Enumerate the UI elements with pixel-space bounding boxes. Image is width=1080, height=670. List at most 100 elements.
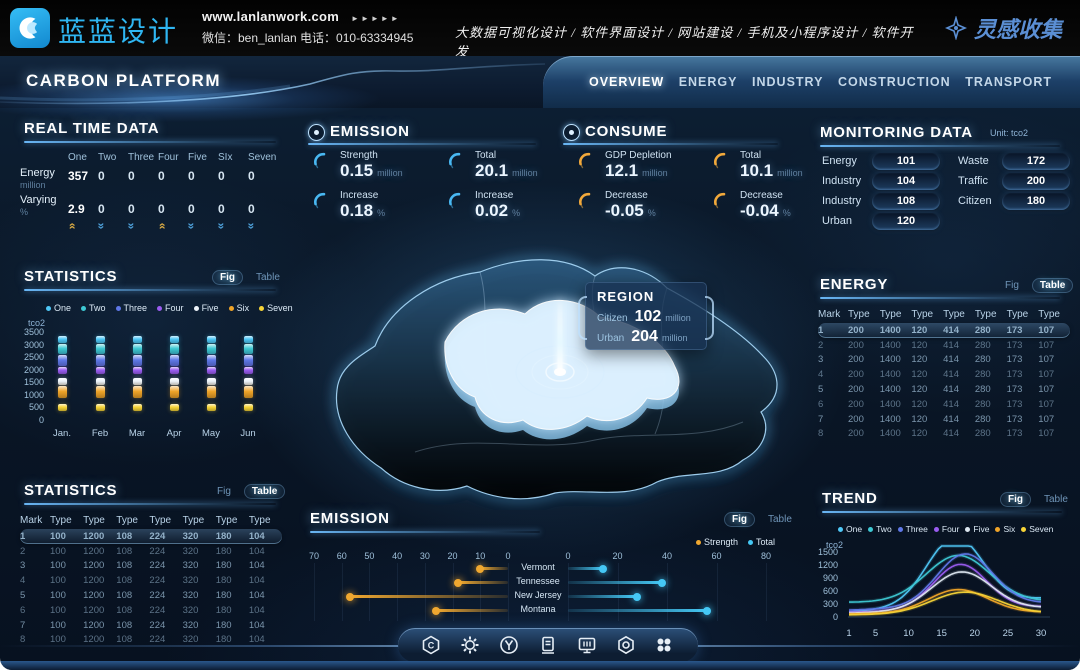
table-cell: 200: [848, 369, 864, 381]
month-column-Jun[interactable]: [244, 332, 253, 420]
nut-icon[interactable]: [616, 635, 636, 655]
month-column-May[interactable]: [207, 332, 216, 420]
column-header: Mark: [818, 308, 841, 320]
table-cell: 414: [943, 413, 959, 425]
table-row[interactable]: 6 100 1200 108 224 320 180 104: [20, 603, 282, 618]
tab-construction[interactable]: CONSTRUCTION: [837, 75, 951, 89]
toggle-table[interactable]: Table: [768, 514, 792, 525]
trend-line-seven: [848, 591, 1042, 616]
table-cell: 200: [848, 354, 864, 366]
toggle-fig[interactable]: Fig: [1005, 280, 1019, 291]
consume-stats-title: CONSUME: [585, 123, 668, 140]
home-badge-icon[interactable]: C: [421, 635, 441, 655]
table-cell: 173: [1006, 369, 1023, 381]
region-map[interactable]: [295, 222, 790, 510]
toggle-fig[interactable]: Fig: [1000, 492, 1031, 507]
segment-two: [133, 343, 142, 354]
table-row[interactable]: 5 200 1400 120 414 280 173 107: [818, 382, 1070, 397]
table-cell: 173: [1006, 428, 1023, 440]
trend-curves: [848, 544, 1050, 618]
column-header: Type: [1006, 308, 1029, 320]
legend-item-four: Four: [157, 303, 184, 313]
table-row[interactable]: 3 200 1400 120 414 280 173 107: [818, 353, 1070, 368]
table-cell: 200: [848, 384, 864, 396]
legend-item-seven: Seven: [259, 303, 293, 313]
y-badge-icon[interactable]: [499, 635, 519, 655]
column-header: Type: [182, 514, 205, 526]
total-bar[interactable]: [568, 564, 607, 573]
table-row[interactable]: 1 100 1200 108 224 320 180 104: [20, 529, 282, 544]
segment-three: [170, 355, 179, 366]
table-cell: 1: [818, 324, 824, 336]
trend-y-tick: 600: [822, 586, 838, 596]
table-cell: 108: [116, 560, 133, 572]
table-cell: 180: [215, 619, 232, 631]
table-cell: 414: [943, 398, 959, 410]
table-row[interactable]: 1 200 1400 120 414 280 173 107: [818, 323, 1070, 338]
crescent-logo-glyph: [19, 17, 38, 39]
website-url[interactable]: www.lanlanwork.com: [202, 9, 340, 24]
page-title: CARBON PLATFORM: [26, 71, 221, 90]
toggle-fig[interactable]: Fig: [724, 512, 755, 527]
stat-value: 20.1 million: [475, 161, 538, 180]
monitor-icon[interactable]: [577, 635, 597, 655]
table-row[interactable]: 4 100 1200 108 224 320 180 104: [20, 573, 282, 588]
table-row[interactable]: 7 200 1400 120 414 280 173 107: [818, 412, 1070, 427]
legend-item-two: Two: [81, 303, 106, 313]
month-column-Jan[interactable]: [58, 332, 67, 420]
table-row[interactable]: 5 100 1200 108 224 320 180 104: [20, 588, 282, 603]
table-cell: 280: [974, 369, 991, 381]
month-column-Feb[interactable]: [96, 332, 105, 420]
tab-transport[interactable]: TRANSPORT: [965, 75, 1052, 89]
rt-value: 0: [248, 202, 255, 216]
table-row[interactable]: 8 200 1400 120 414 280 173 107: [818, 427, 1070, 442]
x-tick-label: Jun: [240, 428, 256, 439]
tab-energy[interactable]: ENERGY: [678, 75, 738, 89]
table-row[interactable]: 3 100 1200 108 224 320 180 104: [20, 559, 282, 574]
segment-five: [96, 378, 105, 386]
gear-icon[interactable]: [460, 635, 480, 655]
table-cell: 100: [50, 575, 66, 587]
strength-bar[interactable]: [346, 592, 508, 601]
strength-bar[interactable]: [454, 578, 508, 587]
emission-chart-toggle: Fig Table: [724, 512, 799, 527]
total-bar[interactable]: [568, 578, 667, 587]
apps-grid-icon[interactable]: [654, 635, 674, 655]
table-row[interactable]: 2 200 1400 120 414 280 173 107: [818, 338, 1070, 353]
axis-gridline: [424, 563, 426, 621]
toggle-table[interactable]: Table: [256, 272, 280, 283]
segment-five: [207, 378, 216, 386]
inspiration-collect[interactable]: 灵感收集: [944, 12, 1062, 44]
table-cell: 107: [1038, 384, 1055, 396]
strength-bar[interactable]: [476, 564, 508, 573]
total-bar[interactable]: [568, 606, 711, 615]
toggle-table[interactable]: Table: [243, 484, 286, 499]
total-bar[interactable]: [568, 592, 642, 601]
table-row[interactable]: 7 100 1200 108 224 320 180 104: [20, 618, 282, 633]
column-header: Type: [879, 308, 902, 320]
table-cell: 1400: [879, 339, 901, 351]
beacon-marker[interactable]: [554, 294, 566, 376]
stat-label: Increase: [340, 190, 379, 201]
month-column-Apr[interactable]: [170, 332, 179, 420]
table-row[interactable]: 2 100 1200 108 224 320 180 104: [20, 544, 282, 559]
table-row[interactable]: 8 100 1200 108 224 320 180 104: [20, 633, 282, 648]
toggle-fig[interactable]: Fig: [212, 270, 243, 285]
strength-bar[interactable]: [431, 606, 508, 615]
toggle-table[interactable]: Table: [1031, 278, 1074, 293]
rt-row-label: Varying%: [20, 194, 57, 217]
left-axis-tick: 20: [447, 551, 458, 561]
table-cell: 104: [248, 560, 265, 572]
table-cell: 1200: [83, 530, 105, 542]
tab-industry[interactable]: INDUSTRY: [752, 75, 824, 89]
monitoring-label-citizen: Citizen: [958, 195, 992, 207]
charging-station-icon[interactable]: [538, 635, 558, 655]
toggle-fig[interactable]: Fig: [217, 486, 231, 497]
lanlan-logo-icon[interactable]: [10, 8, 50, 48]
table-row[interactable]: 6 200 1400 120 414 280 173 107: [818, 397, 1070, 412]
tab-overview[interactable]: OVERVIEW: [589, 75, 665, 89]
table-row[interactable]: 4 200 1400 120 414 280 173 107: [818, 367, 1070, 382]
month-column-Mar[interactable]: [133, 332, 142, 420]
toggle-table[interactable]: Table: [1044, 494, 1068, 505]
table-cell: 320: [182, 545, 199, 557]
